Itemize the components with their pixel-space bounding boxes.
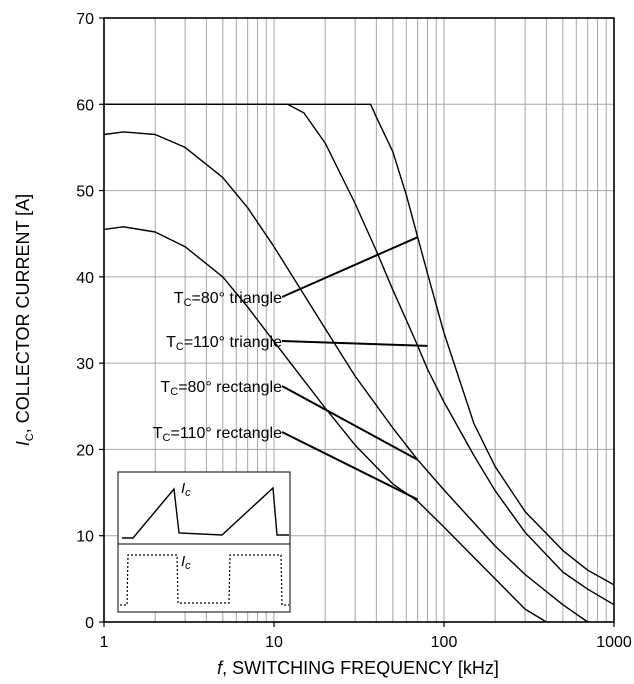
x-tick-label: 100 [431,634,458,651]
annotations: TC=80° triangle TC=110° triangle TC=80° re… [153,236,428,501]
y-tick-label: 50 [76,184,94,201]
y-tick-label: 60 [76,97,94,114]
annotation-label: TC=110° rectangle [153,425,282,444]
inset-frame [117,471,291,613]
x-tick-label: 1 [100,634,109,651]
x-axis-title: f, SWITCHING FREQUENCY [kHz] [217,658,499,678]
series-line [104,103,615,586]
inset-top-label: Ic [181,480,191,499]
tick-labels: 0 10 20 30 40 50 60 70 1 10 100 1000 [76,11,632,651]
y-tick-label: 40 [76,270,94,287]
series-line [103,131,589,623]
y-tick-label: 70 [76,11,94,28]
x-tick-label: 10 [265,634,283,651]
waveform-inset: Ic Ic [117,471,291,613]
y-tick-label: 0 [85,615,94,632]
annotation-label: TC=80° triangle [174,290,282,309]
y-axis-title: IC, COLLECTOR CURRENT [A] [13,194,36,446]
series-line [104,103,615,606]
inset-rectangle-wave [120,554,289,606]
y-tick-label: 30 [76,356,94,373]
annotation-label: TC=80° rectangle [160,379,282,398]
series-line [103,226,547,623]
x-tick-label: 1000 [596,634,632,651]
inset-triangle-wave [122,486,289,539]
y-tick-label: 10 [76,529,94,546]
annotation-leader [281,431,419,501]
y-tick-label: 20 [76,442,94,459]
inset-bottom-label: Ic [181,553,191,572]
annotation-leader [281,385,419,461]
plot-frame [103,17,615,623]
annotation-label: TC=110° triangle [166,334,282,353]
series-lines [103,103,615,623]
annotation-leader [281,236,419,298]
annotation-leader [281,340,428,347]
